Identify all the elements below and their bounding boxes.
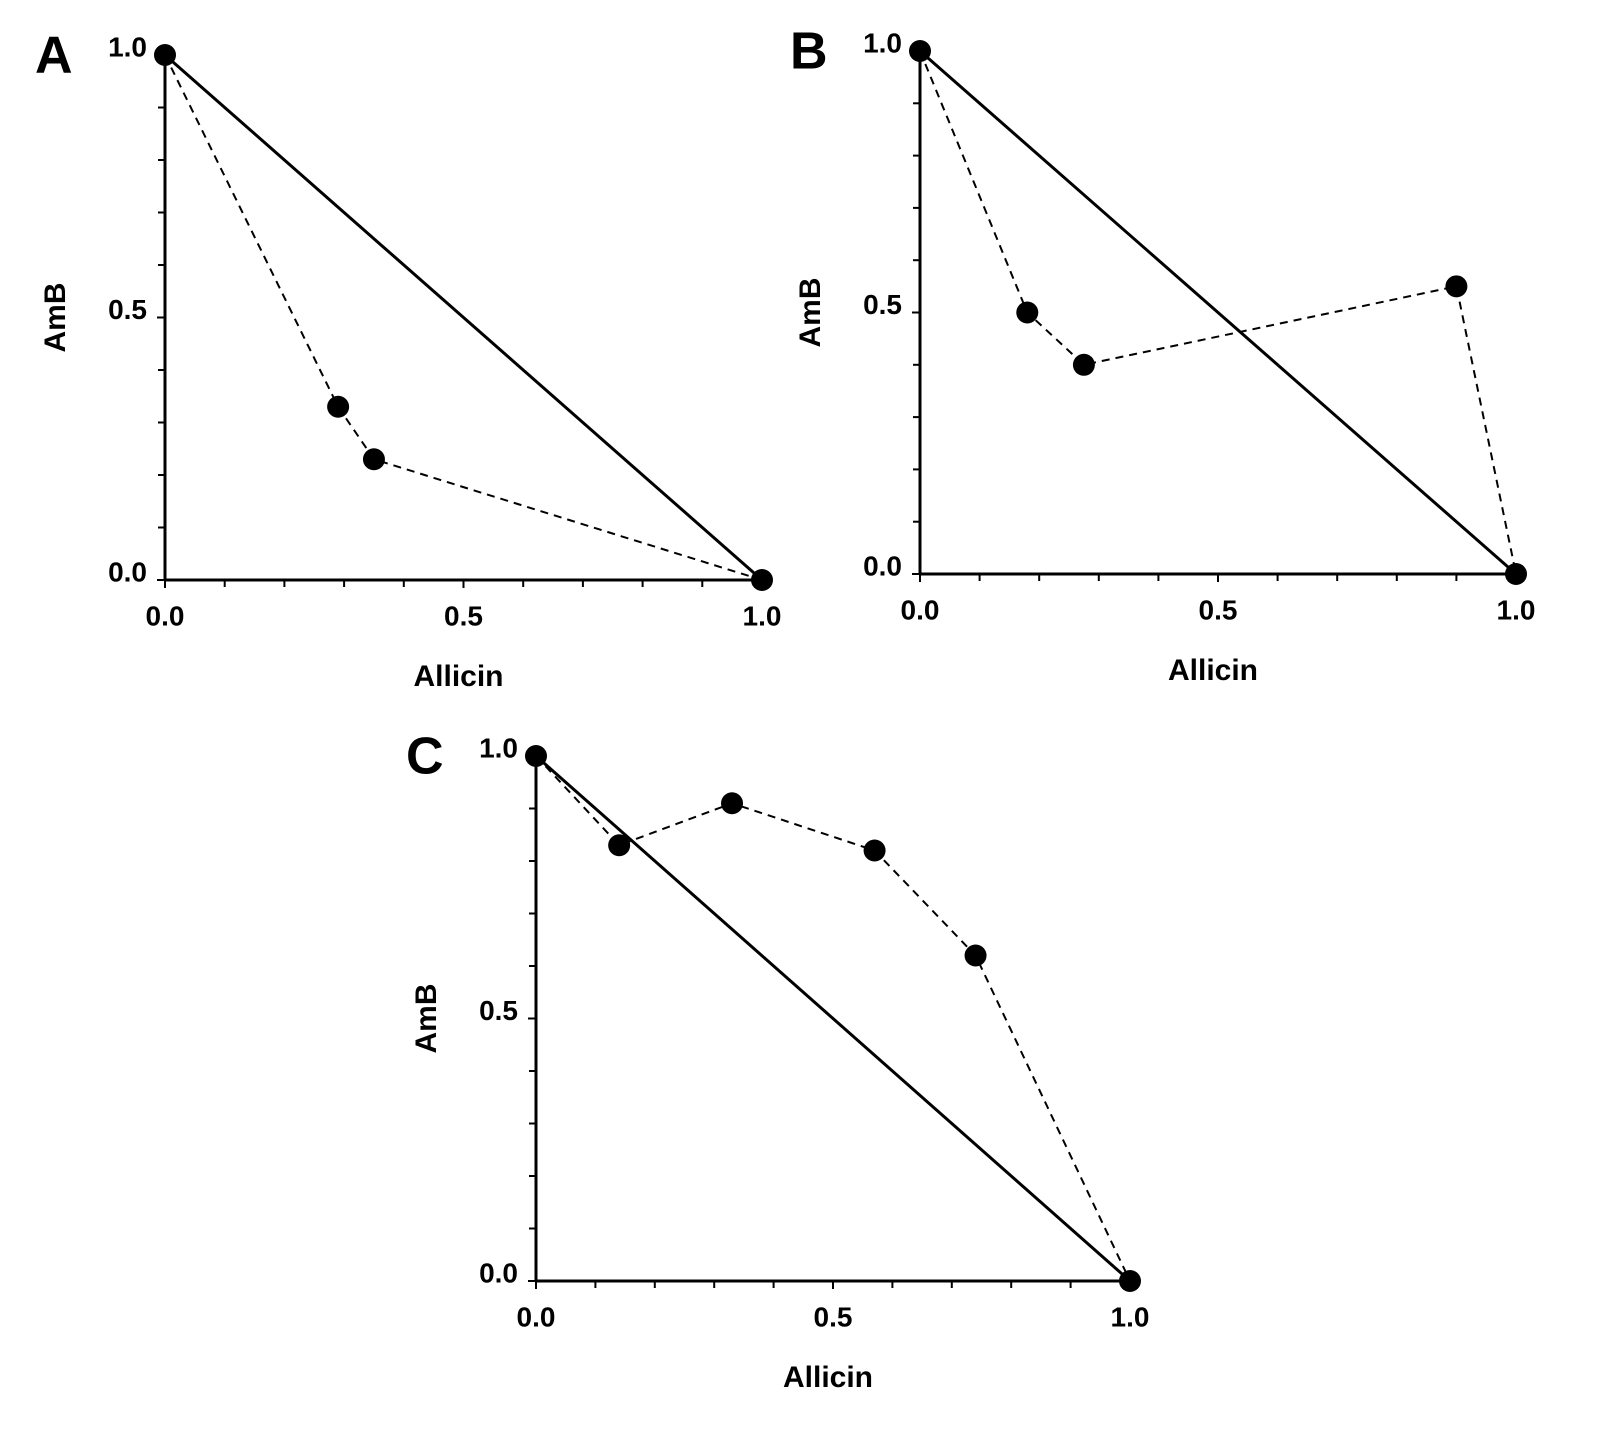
data-point [362,448,385,471]
additivity-line [535,754,1131,1283]
data-point [1072,353,1095,376]
data-point [909,40,931,62]
data-point [327,395,350,418]
data-point [1119,1270,1141,1292]
x-axis-title: Allicin [783,1361,873,1394]
data-point [721,792,744,815]
data-point [1445,275,1468,298]
x-axis-title: Allicin [413,660,503,693]
data-point [863,839,886,862]
x-tick-label: 0.0 [901,594,940,625]
y-axis-title: AmB [794,277,827,347]
y-axis-title: AmB [410,983,443,1053]
y-tick-label: 0.5 [108,294,147,325]
y-tick-label: 0.0 [863,550,902,581]
x-tick-label: 1.0 [1497,594,1536,625]
panel-label: C [406,728,444,786]
x-axis-title: Allicin [1168,654,1258,687]
data-point [751,569,773,591]
y-tick-label: 0.0 [108,556,147,587]
x-tick-label: 0.5 [1199,594,1238,625]
additivity-line [164,53,763,582]
x-tick-label: 0.0 [517,1301,556,1332]
y-tick-label: 1.0 [863,27,902,58]
data-point [964,944,987,967]
x-tick-label: 0.5 [814,1301,853,1332]
x-tick-label: 0.0 [146,600,185,631]
data-point [608,834,631,857]
dashed-line [535,755,1131,1282]
y-tick-label: 0.0 [479,1257,518,1288]
panel-label: B [790,23,828,81]
data-point [154,44,176,66]
y-tick-label: 0.5 [863,289,902,320]
data-point [1016,301,1039,324]
dashed-line [919,50,1517,575]
data-point [1505,563,1527,585]
panel-label: A [35,27,73,85]
x-tick-label: 1.0 [743,600,782,631]
x-tick-label: 1.0 [1111,1301,1150,1332]
y-axis-title: AmB [39,282,72,352]
data-point [525,745,547,767]
y-tick-label: 0.5 [479,995,518,1026]
additivity-line [919,49,1517,576]
x-tick-label: 0.5 [444,600,483,631]
y-tick-label: 1.0 [479,732,518,763]
y-tick-label: 1.0 [108,31,147,62]
dashed-line [164,54,763,581]
